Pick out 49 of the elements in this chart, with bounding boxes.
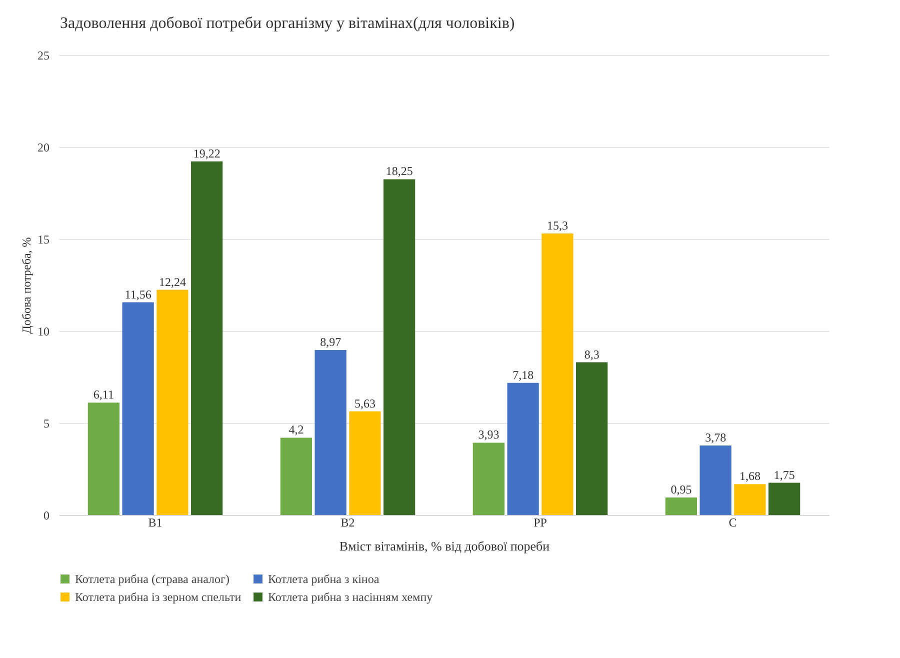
bar xyxy=(88,402,120,515)
data-label: 12,24 xyxy=(158,274,186,289)
data-label: 5,63 xyxy=(354,396,376,410)
x-tick-label: B2 xyxy=(340,516,355,530)
data-label: 1,68 xyxy=(739,469,760,484)
data-label: 3,93 xyxy=(478,428,500,442)
y-tick-label: 25 xyxy=(38,48,50,62)
bar xyxy=(472,442,504,515)
legend-label: Котлета рибна (страва аналог) xyxy=(75,572,230,586)
bar xyxy=(191,161,223,515)
data-label: 1,75 xyxy=(774,468,795,482)
bar xyxy=(122,302,154,515)
data-label: 7,18 xyxy=(512,368,534,382)
data-label: 8,3 xyxy=(584,347,600,362)
x-axis-title: Вміст вітамінів, % від добової пореби xyxy=(339,538,550,554)
data-label: 11,56 xyxy=(124,287,152,302)
bar xyxy=(384,179,416,515)
bar xyxy=(280,438,312,515)
bar xyxy=(542,233,574,515)
y-tick-label: 5 xyxy=(44,416,50,430)
bar xyxy=(576,362,608,515)
data-label: 15,3 xyxy=(546,218,568,232)
bar xyxy=(349,411,381,515)
data-label: 3,78 xyxy=(705,430,726,444)
data-label: 19,22 xyxy=(193,146,220,160)
y-tick-label: 0 xyxy=(44,508,50,522)
legend-label: Котлета рибна із зерном спельти xyxy=(75,590,242,604)
x-tick-label: C xyxy=(728,516,737,530)
chart-title: Задоволення добової потреби організму у вітамінах(для чоловіків) xyxy=(60,15,515,32)
bar xyxy=(314,350,346,515)
x-tick-label: PP xyxy=(534,516,548,530)
bar xyxy=(734,484,766,515)
legend-label: Котлета рибна з кіноа xyxy=(268,572,380,586)
y-tick-label: 20 xyxy=(38,140,50,154)
data-label: 18,25 xyxy=(386,164,413,178)
data-label: 6,11 xyxy=(93,388,114,402)
data-label: 0,95 xyxy=(670,482,692,497)
data-label: 8,97 xyxy=(320,334,342,349)
y-tick-label: 10 xyxy=(38,324,50,338)
x-tick-label: B1 xyxy=(148,516,162,530)
y-tick-label: 15 xyxy=(38,232,50,246)
data-label: 4,2 xyxy=(288,422,304,437)
bar xyxy=(507,382,539,515)
bar xyxy=(768,482,800,515)
bar xyxy=(700,445,732,515)
bar xyxy=(156,290,188,515)
y-axis-title: Добова потреба, % xyxy=(20,237,34,334)
legend-label: Котлета рибна з насінням хемпу xyxy=(268,590,433,604)
bar xyxy=(665,498,697,515)
